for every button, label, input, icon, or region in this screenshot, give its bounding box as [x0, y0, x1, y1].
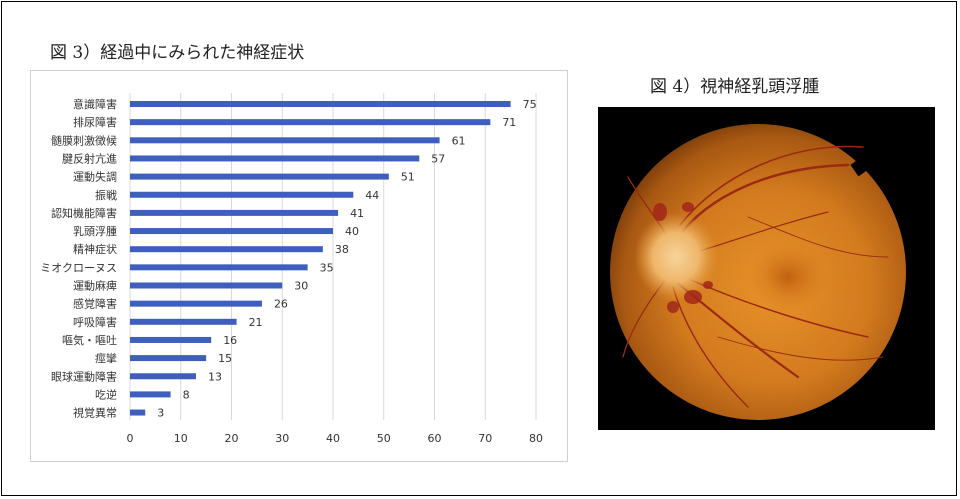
bar — [130, 246, 323, 253]
data-label: 61 — [452, 134, 466, 147]
category-label: 視覚異常 — [73, 406, 117, 420]
bar — [130, 355, 207, 362]
bar — [130, 101, 511, 107]
bar — [130, 391, 171, 398]
category-label: 乳頭浮腫 — [73, 224, 117, 238]
bar — [130, 173, 389, 180]
category-label: 運動失調 — [73, 170, 117, 184]
x-tick-label: 50 — [377, 432, 391, 445]
data-label: 8 — [183, 388, 190, 401]
hemorrhages — [653, 202, 713, 313]
data-label: 15 — [218, 352, 232, 365]
x-tick-label: 40 — [326, 432, 340, 445]
category-label: 振戦 — [95, 188, 117, 202]
bar — [130, 373, 196, 380]
category-label: 吃逆 — [95, 387, 117, 401]
x-tick-label: 80 — [529, 432, 543, 445]
bar — [130, 318, 237, 325]
x-tick-label: 30 — [275, 432, 289, 445]
bar — [130, 209, 339, 216]
bar — [130, 336, 212, 343]
data-label: 75 — [523, 98, 537, 111]
data-label: 21 — [249, 316, 263, 329]
data-label: 13 — [208, 370, 222, 383]
bar — [130, 137, 440, 144]
data-label: 26 — [274, 298, 288, 311]
bar — [130, 282, 283, 289]
x-tick-label: 20 — [225, 432, 239, 445]
bar-chart-svg: 0 10 20 30 40 50 60 70 80 意識障害 75 排尿障害 71 髄膜刺激徴候 61 腱反射… — [40, 93, 543, 445]
neurological-symptoms-chart: 0 10 20 30 40 50 60 70 80 意識障害 75 排尿障害 71 髄膜刺激徴候 61 腱反射… — [30, 70, 568, 462]
category-label: 眼球運動障害 — [51, 369, 117, 383]
x-tick-label: 60 — [428, 432, 442, 445]
category-label: 髄膜刺激徴候 — [51, 133, 117, 147]
category-label: 嘔気・嘔吐 — [62, 333, 117, 347]
category-label: 感覚障害 — [73, 297, 117, 311]
data-label: 41 — [350, 207, 364, 220]
category-label: ミオクローヌス — [40, 261, 117, 274]
bar — [130, 264, 308, 271]
macula — [748, 243, 828, 311]
data-label: 51 — [401, 171, 415, 184]
data-label: 71 — [502, 116, 516, 129]
x-tick-label: 70 — [478, 432, 492, 445]
bar — [130, 119, 491, 126]
bar — [130, 300, 262, 307]
category-label: 腱反射亢進 — [62, 151, 117, 165]
category-label: 呼吸障害 — [73, 315, 117, 329]
data-label: 30 — [294, 280, 308, 293]
category-label: 排尿障害 — [73, 115, 117, 129]
bar — [130, 228, 333, 235]
data-label: 16 — [223, 334, 237, 347]
category-label: 運動麻痺 — [73, 279, 117, 293]
category-label: 意識障害 — [73, 97, 117, 111]
category-label: 痙攣 — [95, 351, 117, 365]
data-label: 38 — [335, 243, 349, 256]
bar — [130, 155, 420, 162]
bar — [130, 409, 146, 416]
fundus-image — [610, 124, 906, 420]
data-label: 40 — [345, 225, 359, 238]
data-label: 3 — [157, 407, 164, 420]
x-tick-label: 0 — [127, 432, 134, 445]
x-tick-label: 10 — [174, 432, 188, 445]
category-label: 認知機能障害 — [51, 206, 117, 220]
data-label: 57 — [431, 152, 445, 165]
fundus-photo — [598, 107, 935, 430]
category-label: 精神症状 — [73, 242, 117, 256]
optic-disc — [634, 212, 718, 302]
data-label: 35 — [320, 261, 334, 274]
figure3-caption: 図 3）経過中にみられた神経症状 — [50, 43, 305, 63]
figure4-caption: 図 4）視神経乳頭浮腫 — [650, 77, 820, 97]
bar — [130, 191, 354, 198]
data-label: 44 — [365, 189, 379, 202]
